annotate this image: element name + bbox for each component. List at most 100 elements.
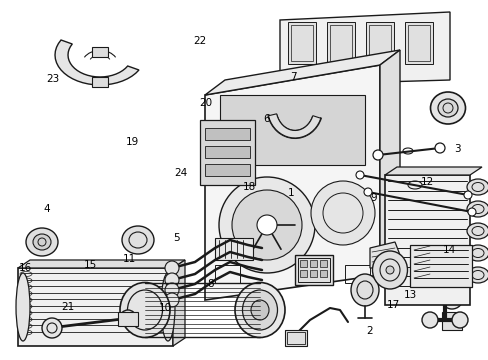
Bar: [220, 95, 364, 165]
Bar: [200, 120, 254, 185]
Text: 13: 13: [403, 290, 417, 300]
Text: 5: 5: [172, 233, 179, 243]
Circle shape: [421, 312, 437, 328]
Text: 11: 11: [122, 254, 136, 264]
Text: 22: 22: [192, 36, 206, 46]
Ellipse shape: [242, 290, 277, 330]
Text: 19: 19: [125, 137, 139, 147]
Ellipse shape: [466, 267, 488, 283]
Bar: [299, 270, 306, 277]
Text: 21: 21: [61, 302, 74, 312]
Bar: [345, 265, 369, 283]
Circle shape: [434, 143, 444, 153]
Ellipse shape: [385, 266, 393, 274]
Circle shape: [463, 191, 471, 199]
Bar: [384, 175, 469, 305]
Ellipse shape: [466, 245, 488, 261]
Polygon shape: [173, 260, 184, 346]
Bar: [368, 25, 390, 61]
Bar: [294, 255, 332, 285]
Bar: [441, 312, 461, 330]
Text: 3: 3: [453, 144, 460, 154]
Circle shape: [372, 150, 382, 160]
Text: 24: 24: [174, 168, 187, 178]
Text: 2: 2: [365, 326, 372, 336]
Bar: [92, 77, 108, 87]
Ellipse shape: [350, 274, 378, 306]
Polygon shape: [280, 12, 449, 85]
Circle shape: [120, 310, 136, 326]
Ellipse shape: [372, 251, 407, 289]
Ellipse shape: [16, 273, 30, 341]
Bar: [319, 270, 326, 277]
Polygon shape: [18, 260, 184, 268]
Ellipse shape: [161, 273, 175, 341]
Circle shape: [436, 282, 452, 298]
Text: 9: 9: [370, 193, 377, 203]
Ellipse shape: [26, 228, 58, 256]
Bar: [326, 22, 354, 64]
Ellipse shape: [466, 223, 488, 239]
Bar: [215, 265, 240, 283]
Circle shape: [164, 293, 179, 307]
Bar: [309, 260, 316, 267]
Ellipse shape: [440, 287, 462, 309]
Bar: [92, 47, 108, 57]
Text: 12: 12: [420, 177, 434, 187]
Bar: [329, 25, 351, 61]
Polygon shape: [384, 167, 481, 175]
Circle shape: [310, 181, 374, 245]
Circle shape: [257, 215, 276, 235]
Text: 6: 6: [263, 114, 269, 124]
Ellipse shape: [437, 99, 457, 117]
Text: 16: 16: [19, 263, 32, 273]
Circle shape: [164, 261, 179, 275]
Text: 15: 15: [83, 260, 97, 270]
Text: 4: 4: [43, 204, 50, 214]
Polygon shape: [369, 242, 399, 268]
Circle shape: [231, 190, 302, 260]
Text: 1: 1: [287, 188, 294, 198]
Polygon shape: [379, 50, 399, 275]
Text: 14: 14: [442, 245, 456, 255]
Bar: [365, 22, 393, 64]
Ellipse shape: [429, 92, 465, 124]
Bar: [309, 270, 316, 277]
Polygon shape: [268, 114, 320, 138]
Circle shape: [219, 177, 314, 273]
Polygon shape: [55, 40, 139, 85]
Bar: [409, 245, 471, 287]
Bar: [215, 238, 252, 260]
Text: 17: 17: [386, 300, 400, 310]
Bar: [18, 268, 173, 346]
Circle shape: [467, 208, 475, 216]
Circle shape: [451, 312, 467, 328]
Bar: [285, 330, 306, 346]
Text: 23: 23: [46, 74, 60, 84]
Circle shape: [355, 171, 363, 179]
Ellipse shape: [122, 226, 154, 254]
Text: 7: 7: [289, 72, 296, 82]
Ellipse shape: [33, 234, 51, 250]
Text: 18: 18: [242, 182, 256, 192]
Ellipse shape: [250, 300, 268, 320]
Text: 10: 10: [159, 303, 171, 313]
Circle shape: [164, 273, 179, 287]
Bar: [407, 25, 429, 61]
Circle shape: [363, 188, 371, 196]
Circle shape: [164, 283, 179, 297]
Circle shape: [42, 318, 62, 338]
Polygon shape: [204, 50, 399, 95]
Bar: [287, 22, 315, 64]
Bar: [204, 164, 249, 176]
Text: 8: 8: [206, 279, 213, 289]
Ellipse shape: [466, 179, 488, 195]
Bar: [319, 260, 326, 267]
Bar: [297, 258, 329, 282]
Bar: [290, 25, 312, 61]
Bar: [404, 22, 432, 64]
Ellipse shape: [120, 283, 170, 338]
Bar: [286, 332, 305, 344]
Bar: [118, 312, 138, 326]
Bar: [299, 260, 306, 267]
